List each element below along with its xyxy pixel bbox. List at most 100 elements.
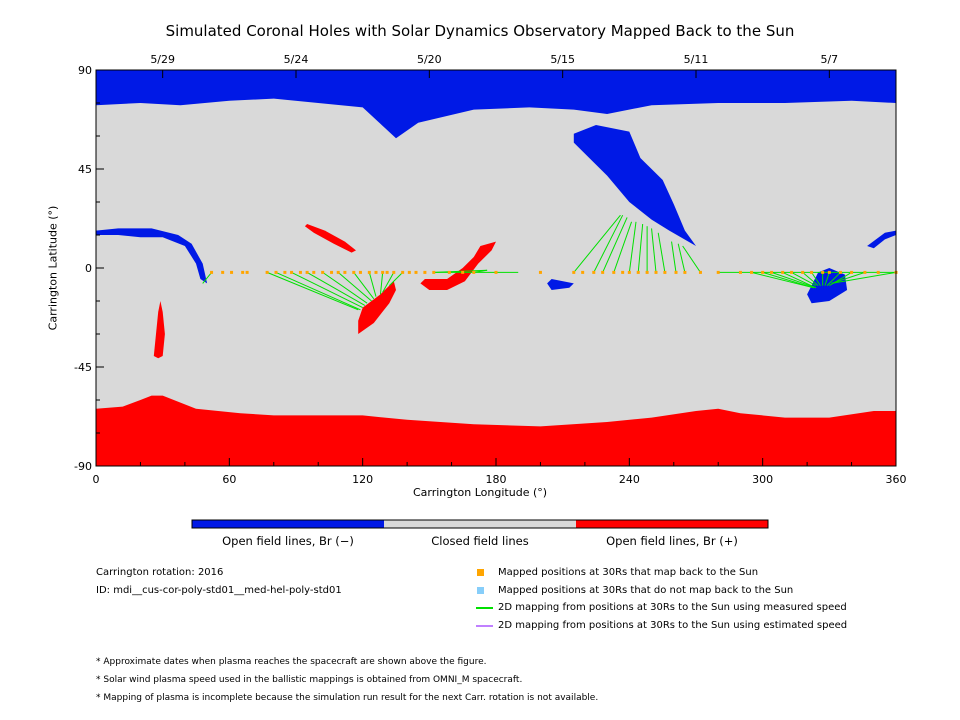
measured-mapping-line [379,272,384,295]
measured-mapping-line [637,223,644,273]
mapped-point [432,270,436,274]
mapped-point [305,270,309,274]
measured-mapping-line [275,271,361,311]
mapped-point [612,270,616,274]
x-tick-label: 0 [93,473,100,486]
mapped-point [738,270,742,274]
north-polar-coronal-hole [96,70,896,139]
x-axis-label: Carrington Longitude (°) [412,486,548,499]
measured-mapping-line [831,271,866,284]
mapped-point [367,270,371,274]
measured-mapping-line [782,271,817,289]
mapped-point [863,270,867,274]
mapped-point [801,270,805,274]
x-tick-label: 360 [886,473,907,486]
run-id-text: ID: mdi__cus-cor-poly-std01__med-hel-pol… [96,585,342,596]
x-tick-label: 180 [486,473,507,486]
mapped-point [374,270,378,274]
footnote-speed-source: * Solar wind plasma speed used in the ba… [96,675,523,685]
mapped-point [472,270,476,274]
measured-mapping-line [368,272,377,297]
chart-title: Simulated Coronal Holes with Solar Dynam… [165,22,795,40]
mapped-point [810,270,814,274]
measured-mapping-line [751,271,814,289]
measured-mapping-line [353,272,375,300]
date-tick-label: 5/15 [550,53,575,66]
coronal-hole-negative-small-a [547,279,574,290]
legend-unmapped-label: Mapped positions at 30Rs that do not map… [498,585,794,596]
mapped-point [461,270,465,274]
mapped-point [538,270,542,274]
measured-mapping-line [771,271,817,289]
mapped-point [581,270,585,274]
mapped-point [821,270,825,274]
measured-mapping-line [762,271,814,289]
measured-mapping-line [306,271,366,306]
mapped-point [698,270,702,274]
colorbar-label-closed: Closed field lines [431,534,529,548]
measured-mapping-line [322,271,368,304]
mapped-point [850,270,854,274]
mapped-point [245,270,249,274]
mapped-point [838,270,842,274]
mapped-point [283,270,287,274]
mapped-point [770,270,774,274]
y-tick-label: 0 [85,262,92,275]
coronal-hole-positive-far-left [153,301,165,359]
measured-mapping-line [602,217,628,273]
mapped-point [654,270,658,274]
mapped-point [241,270,245,274]
colorbar-positive-segment [576,520,768,528]
y-tick-label: -45 [74,361,92,374]
mapped-point [494,270,498,274]
mapped-point [330,270,334,274]
mapped-point [274,270,278,274]
legend-measured-line-icon [476,607,493,609]
x-tick-label: 300 [752,473,773,486]
measured-mapping-line [388,272,404,286]
mapped-point [210,270,214,274]
measured-mapping-line [811,272,821,286]
mapped-point [750,270,754,274]
legend-estimated-line-icon [476,625,493,627]
legend-unmapped-square-icon [477,587,484,594]
mapped-point [321,270,325,274]
measured-mapping-line [802,272,819,286]
mapped-point [636,270,640,274]
date-tick-label: 5/24 [284,53,309,66]
measured-mapping-line [382,272,395,293]
mapped-point [265,270,269,274]
mapped-point [401,270,405,274]
y-tick-label: 90 [78,64,92,77]
footnote-incomplete: * Mapping of plasma is incomplete becaus… [96,693,599,703]
date-tick-label: 5/29 [150,53,175,66]
mapped-point [290,270,294,274]
mapped-point [674,270,678,274]
mapped-point [358,270,362,274]
footnote-dates: * Approximate dates when plasma reaches … [96,657,487,667]
mapped-point [381,270,385,274]
date-tick-label: 5/7 [820,53,838,66]
mapped-point [572,270,576,274]
x-tick-label: 60 [222,473,236,486]
colorbar-label-negative: Open field lines, Br (−) [222,534,354,548]
mapped-point [298,270,302,274]
measured-mapping-line [613,221,633,273]
coronal-hole-negative-small-b [807,268,848,304]
mapped-point [414,270,418,274]
mapped-point [407,270,411,274]
mapped-point [312,270,316,274]
mapped-point [336,270,340,274]
closed-field-area [96,70,896,466]
legend-mapped-label: Mapped positions at 30Rs that map back t… [498,567,759,578]
carrington-rotation-text: Carrington rotation: 2016 [96,567,224,578]
measured-mapping-line [291,271,363,309]
mapped-point [645,270,649,274]
mapped-point [392,270,396,274]
coronal-hole-negative-small-c [867,230,896,249]
coronal-hole-positive-small-upper [304,224,356,253]
mapped-point [352,270,356,274]
mapped-point [781,270,785,274]
colorbar-frame [191,519,769,529]
